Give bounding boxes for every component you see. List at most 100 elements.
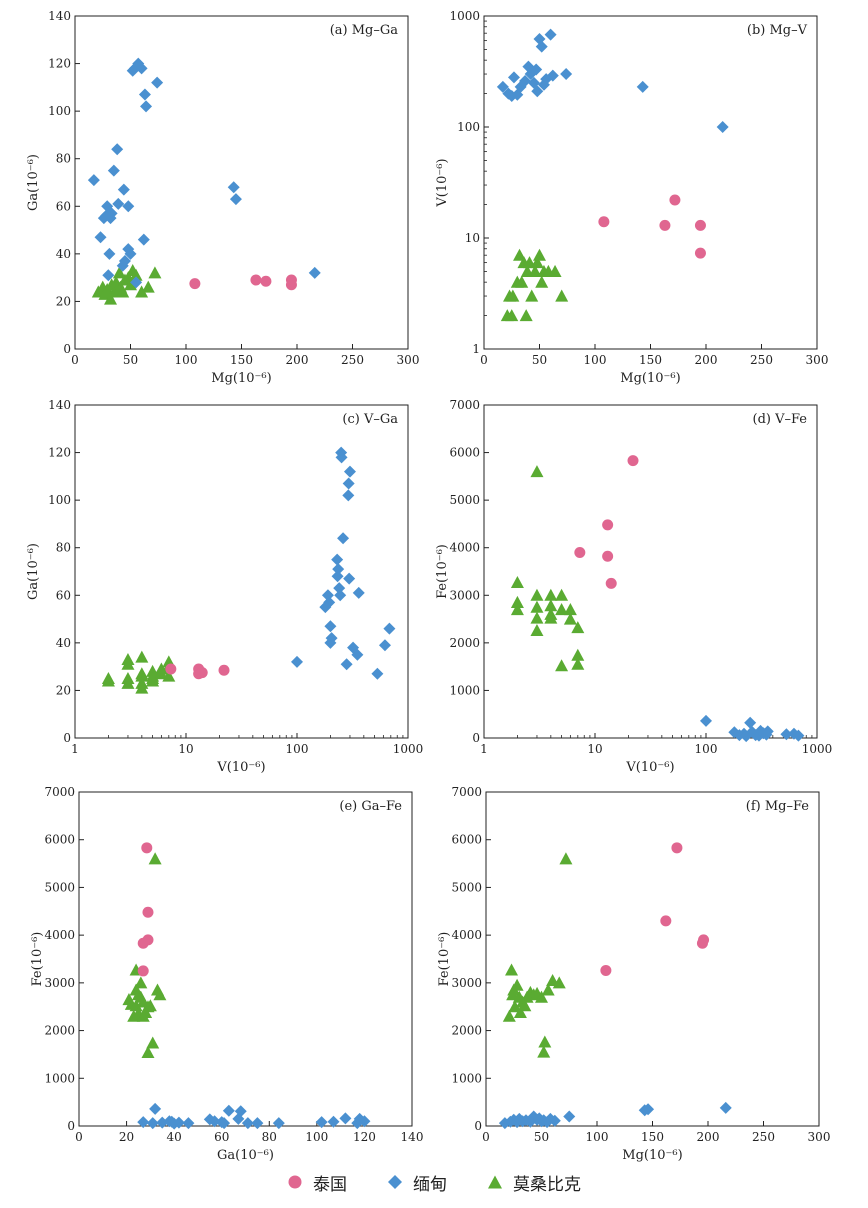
chart-title: (c) V–Ga	[342, 412, 398, 427]
data-point-myanmar	[337, 532, 350, 545]
legend-item-myanmar: 缅甸	[387, 1170, 447, 1195]
legend-item-mozambique: 莫桑比克	[487, 1170, 581, 1195]
data-point-thailand	[250, 274, 262, 286]
y-tick-label: 100	[48, 104, 71, 118]
x-tick-label: 250	[750, 353, 773, 367]
y-tick-label: 1000	[449, 683, 480, 697]
data-point-thailand	[142, 934, 154, 946]
y-tick-label: 6000	[44, 833, 75, 847]
data-point-myanmar	[241, 1117, 254, 1130]
data-point-myanmar	[335, 451, 348, 464]
x-axis-label: V(10⁻⁶)	[625, 760, 674, 775]
data-point-myanmar	[339, 1112, 352, 1125]
x-axis-label: Mg(10⁻⁶)	[211, 371, 271, 386]
data-point-myanmar	[334, 589, 347, 602]
data-point-mozambique	[506, 289, 520, 302]
data-point-myanmar	[315, 1116, 328, 1129]
plot-frame	[78, 791, 413, 1127]
data-point-mozambique	[112, 266, 126, 279]
data-point-myanmar	[519, 74, 532, 87]
x-tick-label: 140	[401, 1130, 424, 1144]
data-point-mozambique	[135, 676, 149, 689]
data-point-myanmar	[560, 68, 573, 81]
legend-marker-circle	[288, 1175, 302, 1189]
x-tick-label: 0	[480, 353, 488, 367]
data-point-mozambique	[563, 603, 577, 616]
data-point-thailand	[694, 219, 706, 231]
x-tick-label: 0	[482, 1130, 490, 1144]
data-point-myanmar	[342, 477, 355, 490]
data-point-mozambique	[505, 963, 519, 976]
x-tick-label: 300	[397, 353, 420, 367]
y-axis-label: Ga(10⁻⁶)	[26, 154, 41, 211]
data-point-myanmar	[780, 728, 793, 741]
y-tick-label: 7000	[449, 398, 480, 412]
data-point-myanmar	[103, 247, 116, 260]
data-point-mozambique	[544, 588, 558, 601]
data-point-myanmar	[208, 1115, 221, 1128]
x-tick-label: 100	[286, 742, 309, 756]
data-point-mozambique	[148, 852, 162, 865]
data-point-mozambique	[528, 264, 542, 277]
y-tick-label: 20	[56, 294, 71, 308]
data-point-thailand	[660, 915, 672, 927]
y-tick-label: 80	[56, 541, 71, 555]
data-point-myanmar	[744, 716, 757, 729]
data-point-myanmar	[111, 143, 124, 156]
data-point-mozambique	[571, 648, 585, 661]
data-point-myanmar	[548, 1114, 561, 1127]
x-tick-label: 150	[230, 353, 253, 367]
x-tick-label: 60	[214, 1130, 229, 1144]
y-tick-label: 0	[472, 731, 480, 745]
data-point-myanmar	[792, 729, 805, 742]
data-point-myanmar	[378, 639, 391, 652]
y-tick-label: 140	[48, 9, 71, 23]
x-tick-label: 200	[286, 353, 309, 367]
data-point-mozambique	[502, 1009, 516, 1022]
data-point-thailand	[137, 965, 149, 977]
x-tick-label: 50	[534, 1130, 549, 1144]
data-point-myanmar	[719, 1101, 732, 1114]
x-tick-label: 200	[697, 1130, 720, 1144]
x-axis-label: V(10⁻⁶)	[216, 760, 265, 775]
data-point-myanmar	[229, 193, 242, 206]
data-point-thailand	[602, 519, 614, 531]
y-tick-label: 80	[56, 152, 71, 166]
data-point-thailand	[669, 194, 681, 206]
data-point-mozambique	[135, 285, 149, 298]
data-point-mozambique	[519, 309, 533, 322]
legend-marker-diamond	[388, 1175, 402, 1189]
x-axis-label: Mg(10⁻⁶)	[622, 1148, 682, 1163]
data-point-thailand	[627, 455, 639, 467]
x-tick-label: 300	[808, 1130, 831, 1144]
y-tick-label: 0	[67, 1119, 75, 1133]
data-point-mozambique	[555, 588, 569, 601]
data-point-mozambique	[518, 999, 532, 1012]
data-point-mozambique	[146, 672, 160, 685]
x-tick-label: 40	[167, 1130, 182, 1144]
legend-label-mozambique: 莫桑比克	[513, 1174, 581, 1195]
data-point-myanmar	[530, 63, 543, 76]
data-point-mozambique	[101, 672, 115, 685]
data-point-myanmar	[325, 632, 338, 645]
x-tick-label: 250	[341, 353, 364, 367]
legend-label-thailand: 泰国	[313, 1174, 347, 1195]
data-point-myanmar	[507, 71, 520, 84]
data-point-mozambique	[148, 266, 162, 279]
legend-label-myanmar: 缅甸	[413, 1174, 447, 1195]
data-point-thailand	[141, 842, 153, 854]
data-point-thailand	[694, 247, 706, 259]
y-tick-label: 7000	[451, 785, 482, 799]
legend: 泰国 缅甸 莫桑比克	[0, 1166, 868, 1198]
y-tick-label: 3000	[451, 976, 482, 990]
x-tick-label: 200	[695, 353, 718, 367]
data-point-mozambique	[555, 289, 569, 302]
plot-frame	[483, 404, 818, 739]
data-point-myanmar	[227, 181, 240, 194]
y-tick-label: 140	[48, 398, 71, 412]
y-axis-label: V(10⁻⁶)	[435, 158, 450, 207]
data-point-mozambique	[530, 256, 544, 269]
data-point-mozambique	[508, 1000, 522, 1013]
data-point-myanmar	[340, 658, 353, 671]
